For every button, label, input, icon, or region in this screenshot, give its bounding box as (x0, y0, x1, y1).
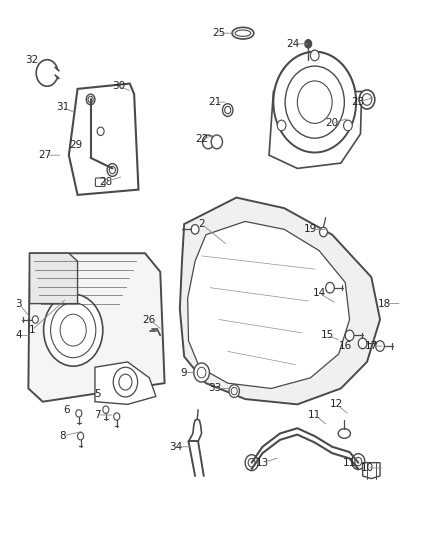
Polygon shape (180, 198, 380, 405)
Polygon shape (30, 253, 78, 304)
Circle shape (97, 127, 104, 135)
Text: 9: 9 (181, 368, 187, 377)
Circle shape (50, 303, 96, 358)
Circle shape (194, 363, 209, 382)
Circle shape (119, 374, 132, 390)
FancyBboxPatch shape (95, 178, 105, 187)
Text: 17: 17 (365, 341, 378, 351)
Ellipse shape (232, 27, 254, 39)
Circle shape (32, 316, 39, 323)
Circle shape (285, 66, 344, 138)
Circle shape (76, 410, 82, 417)
Circle shape (343, 120, 352, 131)
Circle shape (223, 104, 233, 116)
Circle shape (297, 81, 332, 123)
Circle shape (107, 164, 117, 176)
Text: 4: 4 (15, 330, 22, 341)
Text: 12: 12 (330, 399, 343, 409)
Circle shape (103, 406, 109, 414)
Text: 7: 7 (94, 410, 100, 420)
Polygon shape (269, 92, 362, 168)
Circle shape (110, 166, 116, 174)
Circle shape (211, 135, 223, 149)
Circle shape (44, 294, 103, 366)
Text: 18: 18 (378, 298, 391, 309)
Text: 32: 32 (25, 55, 39, 64)
Text: 13: 13 (256, 458, 269, 467)
Text: 1: 1 (28, 325, 35, 335)
Circle shape (88, 96, 93, 103)
Circle shape (311, 50, 319, 61)
Text: 22: 22 (195, 134, 208, 144)
Circle shape (297, 81, 332, 123)
Circle shape (277, 120, 286, 131)
Polygon shape (69, 84, 138, 195)
Circle shape (358, 338, 367, 349)
Polygon shape (28, 253, 165, 402)
Circle shape (320, 227, 327, 237)
Text: 5: 5 (94, 389, 100, 399)
Polygon shape (187, 221, 350, 389)
Circle shape (60, 314, 86, 346)
Text: 21: 21 (208, 97, 221, 107)
Ellipse shape (338, 429, 350, 438)
Text: 20: 20 (325, 118, 339, 128)
Circle shape (197, 367, 206, 378)
Circle shape (355, 457, 362, 466)
Text: 16: 16 (339, 341, 352, 351)
Circle shape (285, 66, 344, 138)
Circle shape (229, 385, 240, 398)
Text: 25: 25 (212, 28, 226, 38)
Text: 2: 2 (198, 219, 205, 229)
Text: 6: 6 (64, 405, 70, 415)
Text: 14: 14 (312, 288, 326, 298)
Circle shape (202, 135, 214, 149)
Circle shape (311, 50, 319, 61)
Circle shape (277, 120, 286, 131)
Circle shape (359, 90, 375, 109)
Text: 28: 28 (99, 176, 113, 187)
Circle shape (245, 455, 258, 471)
Text: 23: 23 (352, 97, 365, 107)
Circle shape (325, 282, 334, 293)
Polygon shape (95, 362, 156, 405)
Text: 29: 29 (69, 140, 82, 150)
Circle shape (362, 94, 372, 106)
Circle shape (376, 341, 385, 351)
Circle shape (248, 458, 255, 467)
Text: 31: 31 (56, 102, 69, 112)
Circle shape (86, 94, 95, 105)
Text: 11: 11 (308, 410, 321, 420)
Circle shape (231, 387, 237, 395)
Circle shape (305, 39, 312, 48)
Circle shape (345, 330, 354, 341)
Circle shape (352, 454, 365, 470)
Circle shape (78, 432, 84, 440)
Text: 19: 19 (304, 224, 317, 235)
Circle shape (225, 107, 231, 114)
Text: 30: 30 (112, 81, 125, 91)
Circle shape (114, 413, 120, 420)
Text: 24: 24 (286, 39, 300, 49)
Circle shape (113, 367, 138, 397)
Text: 3: 3 (15, 298, 22, 309)
Circle shape (273, 52, 356, 152)
Text: 8: 8 (59, 431, 66, 441)
Polygon shape (363, 463, 380, 479)
Text: 33: 33 (208, 383, 221, 393)
Ellipse shape (235, 30, 251, 36)
Text: 11: 11 (343, 458, 356, 467)
Text: 26: 26 (143, 314, 156, 325)
Circle shape (343, 120, 352, 131)
Circle shape (191, 224, 199, 234)
Text: 34: 34 (169, 442, 182, 452)
Text: 27: 27 (38, 150, 52, 160)
Circle shape (273, 52, 356, 152)
Text: 15: 15 (321, 330, 335, 341)
Text: 10: 10 (360, 463, 374, 473)
